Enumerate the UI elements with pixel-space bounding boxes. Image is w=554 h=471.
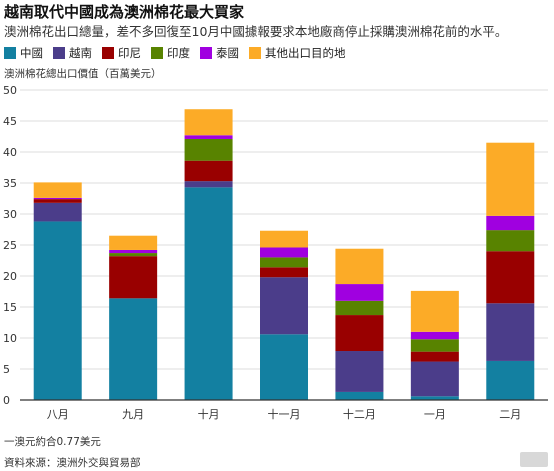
bar-segment [109, 253, 158, 257]
bar-segment [260, 257, 308, 268]
bar-segment [335, 351, 384, 392]
bar-segment [33, 182, 82, 198]
legend-item: 越南 [53, 45, 92, 61]
x-tick-label: 十二月 [343, 407, 376, 421]
bar-segment [410, 331, 459, 340]
x-tick-label: 八月 [47, 408, 69, 421]
bar-segment [335, 300, 384, 316]
y-tick-label: 30 [3, 208, 17, 221]
legend-label: 泰國 [216, 46, 239, 60]
legend-swatch [102, 47, 114, 59]
bar-segment [335, 315, 384, 352]
y-tick-label: 35 [3, 177, 17, 190]
y-tick-label: 20 [3, 270, 17, 283]
bar-segment [410, 361, 459, 397]
legend-item: 泰國 [200, 45, 239, 61]
bar-segment [184, 135, 233, 139]
x-tick-label: 十月 [198, 407, 220, 421]
bar-segment [33, 199, 82, 203]
legend-item: 印尼 [102, 45, 141, 61]
bar-segment [260, 267, 308, 278]
y-tick-label: 10 [3, 332, 17, 345]
bar-segment [109, 298, 158, 400]
bar-segment [260, 277, 308, 335]
x-tick-label: 二月 [499, 408, 521, 421]
legend-swatch [200, 47, 212, 59]
bar-segment [33, 197, 82, 200]
legend-item: 印度 [151, 45, 190, 61]
bar-segment [410, 290, 459, 332]
y-tick-label: 45 [3, 115, 17, 128]
legend-label: 其他出口目的地 [265, 46, 346, 60]
bar-segment [33, 202, 82, 222]
bar-segment [410, 339, 459, 352]
bar-segment [410, 396, 459, 400]
bar-segment [184, 187, 233, 400]
legend-item: 中國 [4, 45, 43, 61]
bar-segment [335, 391, 384, 400]
legend-label: 中國 [20, 46, 43, 60]
bar-segment [184, 109, 233, 136]
y-tick-label: 5 [3, 363, 10, 376]
chart-subtitle: 澳洲棉花出口總量，差不多回復至10月中國據報要求本地廠商停止採購澳洲棉花前的水平… [4, 24, 508, 39]
x-tick-label: 一月 [424, 408, 446, 421]
bar-segment [335, 284, 384, 301]
bar-segment [109, 235, 158, 250]
chart-title: 越南取代中國成為澳洲棉花最大買家 [4, 3, 245, 21]
bar-segment [33, 221, 82, 400]
publisher-logo [520, 452, 548, 467]
y-tick-label: 0 [3, 394, 10, 407]
legend-label: 印尼 [118, 46, 141, 60]
legend-swatch [4, 47, 16, 59]
bar-segment [184, 181, 233, 188]
bar-segment [486, 251, 535, 304]
legend-item: 其他出口目的地 [249, 45, 346, 61]
legend-label: 印度 [167, 46, 190, 60]
y-tick-label: 15 [3, 301, 17, 314]
legend-swatch [53, 47, 65, 59]
x-tick-label: 十一月 [268, 407, 301, 421]
footnote: 一澳元約合0.77美元 [4, 436, 101, 448]
bar-segment [486, 303, 535, 361]
legend-swatch [151, 47, 163, 59]
bar-segment [260, 334, 308, 400]
bar-segment [410, 351, 459, 362]
y-tick-label: 40 [3, 146, 17, 159]
legend-swatch [249, 47, 261, 59]
bar-segment [184, 138, 233, 161]
legend: 中國 越南 印尼 印度 泰國 其他出口目的地 [4, 45, 356, 61]
legend-label: 越南 [69, 46, 92, 60]
bar-segment [486, 142, 535, 216]
bar-segment [260, 247, 308, 258]
bar-segment [486, 360, 535, 400]
stacked-bar-chart: 0 5 10 15 20 25 30 35 40 45 50 八月 九月 十月 十一月 十二月 一月 二月 [3, 84, 548, 421]
y-tick-label: 50 [3, 84, 17, 97]
y-tick-label: 25 [3, 239, 17, 252]
x-tick-label: 九月 [122, 408, 144, 421]
bar-segment [486, 230, 535, 252]
bar-segment [109, 249, 158, 254]
source-note: 資料來源：澳洲外交與貿易部 [4, 457, 141, 469]
bar-segment [486, 215, 535, 231]
y-axis-label: 澳洲棉花總出口價值（百萬美元） [4, 68, 162, 80]
bar-segment [335, 248, 384, 285]
bar-segment [260, 230, 308, 248]
bar-segment [184, 160, 233, 182]
bar-segment [109, 256, 158, 299]
